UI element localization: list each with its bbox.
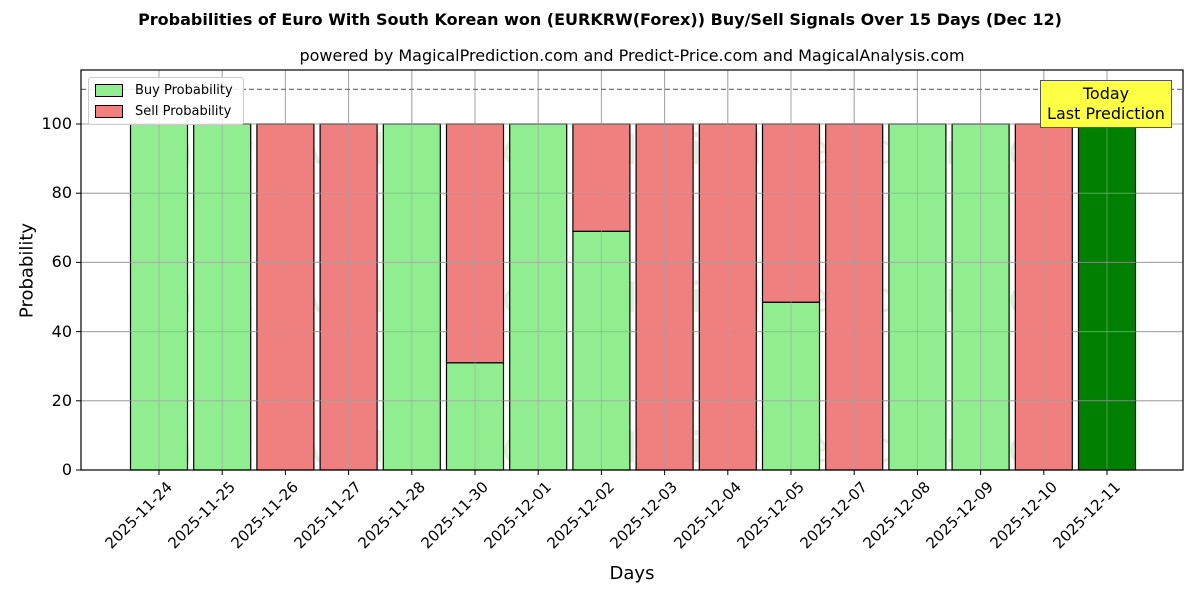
- legend-item-sell: Sell Probability: [95, 102, 231, 120]
- sell-swatch-icon: [95, 104, 123, 118]
- y-tick-label: 0: [61, 460, 72, 479]
- legend-sell-label: Sell Probability: [135, 103, 232, 119]
- y-tick-label: 60: [51, 252, 72, 272]
- today-annotation: Today Last Prediction: [1040, 80, 1172, 128]
- y-tick-label: 40: [51, 321, 72, 341]
- y-tick-label: 80: [51, 183, 72, 203]
- today-label: Today: [1082, 84, 1130, 103]
- legend: Buy Probability Sell Probability: [88, 77, 244, 125]
- legend-item-buy: Buy Probability: [95, 81, 233, 99]
- chart-title: Probabilities of Euro With South Korean …: [138, 10, 1062, 29]
- legend-buy-label: Buy Probability: [135, 82, 233, 98]
- x-axis-label: Days: [609, 563, 655, 584]
- last-prediction-label: Last Prediction: [1047, 104, 1165, 123]
- axes-frame: [80, 69, 1184, 471]
- y-tick-label: 20: [51, 390, 72, 410]
- buy-swatch-icon: [95, 83, 123, 97]
- y-tick-label: 100: [41, 114, 72, 133]
- chart-subtitle: powered by MagicalPrediction.com and Pre…: [299, 46, 965, 65]
